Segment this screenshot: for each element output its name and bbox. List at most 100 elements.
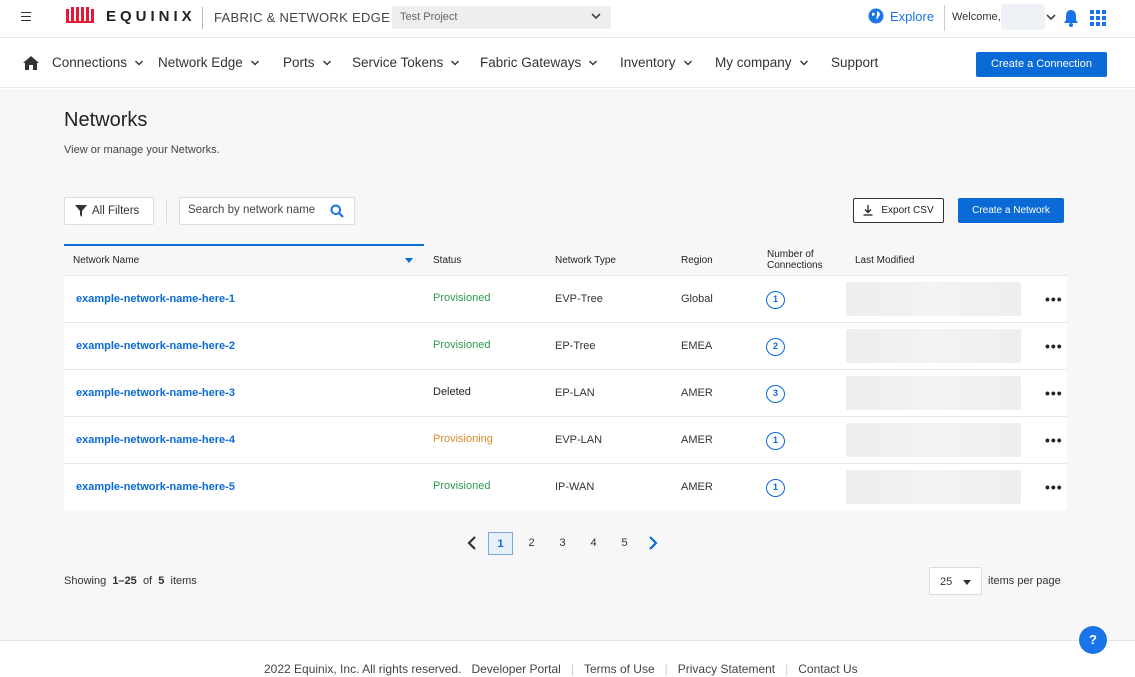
- page-button[interactable]: 5: [621, 536, 628, 549]
- page-button[interactable]: 3: [559, 536, 566, 549]
- region: AMER: [681, 481, 713, 493]
- connections-count-badge[interactable]: 1: [766, 432, 785, 450]
- connections-count-badge[interactable]: 2: [766, 338, 785, 356]
- chevron-down-icon: [591, 13, 601, 20]
- main-nav: Connections Network Edge Ports Service Toke…: [0, 39, 1135, 88]
- search-input[interactable]: [188, 204, 328, 216]
- download-icon: [863, 205, 873, 216]
- bell-icon[interactable]: [1063, 9, 1079, 27]
- nav-item-label: Support: [831, 55, 879, 70]
- column-header-region[interactable]: Region: [681, 255, 713, 266]
- network-type: EVP-LAN: [555, 434, 603, 446]
- hamburger-icon[interactable]: [17, 9, 35, 27]
- table-row: example-network-name-here-3 Deleted EP-LAN…: [64, 369, 1067, 416]
- more-icon[interactable]: •••: [1045, 385, 1063, 401]
- items-per-page-label: items per page: [988, 575, 1061, 587]
- nav-item-0[interactable]: Connections: [52, 55, 144, 70]
- more-icon[interactable]: •••: [1045, 432, 1063, 448]
- column-header-connections[interactable]: Number of Connections: [767, 249, 823, 271]
- globe-icon: [868, 8, 884, 24]
- network-name-link[interactable]: example-network-name-here-5: [76, 481, 235, 493]
- network-type: EVP-Tree: [555, 293, 603, 305]
- nav-item-1[interactable]: Network Edge: [158, 55, 260, 70]
- last-modified-redacted: [846, 329, 1021, 363]
- chevron-right-icon[interactable]: [643, 532, 663, 555]
- network-name-link[interactable]: example-network-name-here-3: [76, 387, 235, 399]
- nav-item-7[interactable]: Support: [831, 55, 878, 70]
- top-bar: EQUINIX FABRIC & NETWORK EDGE Test Proje…: [0, 0, 1135, 38]
- column-header-network-type[interactable]: Network Type: [555, 255, 616, 266]
- nav-item-3[interactable]: Service Tokens: [352, 55, 460, 70]
- footer-link[interactable]: Privacy Statement: [677, 662, 776, 676]
- export-csv-button[interactable]: Export CSV: [853, 198, 944, 223]
- nav-item-6[interactable]: My company: [715, 55, 809, 70]
- chevron-down-icon[interactable]: [1045, 11, 1057, 23]
- connections-count-badge[interactable]: 3: [766, 385, 785, 403]
- more-icon[interactable]: •••: [1045, 338, 1063, 354]
- create-connection-button[interactable]: Create a Connection: [976, 52, 1107, 77]
- network-search[interactable]: [179, 197, 355, 225]
- items-per-page-select[interactable]: 25: [929, 567, 982, 595]
- showing-of: of: [142, 575, 153, 587]
- page-button[interactable]: 4: [590, 536, 597, 549]
- user-name-chip[interactable]: [1001, 4, 1045, 30]
- more-icon[interactable]: •••: [1045, 291, 1063, 307]
- footer-link[interactable]: Terms of Use: [583, 662, 655, 676]
- project-select-value: Test Project: [400, 11, 458, 23]
- status-text: Provisioning: [433, 433, 493, 445]
- items-per-page-value: 25: [940, 576, 953, 588]
- apps-grid-icon[interactable]: [1090, 10, 1106, 26]
- nav-item-5[interactable]: Inventory: [620, 55, 693, 70]
- chevron-down-icon: [135, 60, 144, 65]
- last-modified-redacted: [846, 470, 1021, 504]
- column-header-connections-line1: Number of: [767, 249, 814, 260]
- home-icon[interactable]: [23, 56, 39, 70]
- footer-separator: |: [664, 662, 668, 676]
- footer-separator: |: [785, 662, 789, 676]
- sort-indicator-bar: [64, 244, 424, 246]
- equinix-logo[interactable]: EQUINIX: [66, 7, 196, 25]
- status-text: Provisioned: [433, 480, 491, 492]
- chevron-left-icon[interactable]: [462, 532, 482, 555]
- chevron-down-icon: [250, 60, 259, 65]
- more-icon[interactable]: •••: [1045, 479, 1063, 495]
- filter-icon: [75, 205, 87, 217]
- nav-item-4[interactable]: Fabric Gateways: [480, 55, 598, 70]
- page-subtitle: View or manage your Networks.: [64, 144, 220, 156]
- project-select[interactable]: Test Project: [392, 6, 611, 29]
- network-name-link[interactable]: example-network-name-here-1: [76, 293, 235, 305]
- network-type: EP-Tree: [555, 340, 596, 352]
- table-row: example-network-name-here-5 Provisioned IP…: [64, 463, 1067, 510]
- page-button[interactable]: 2: [528, 536, 535, 549]
- connections-count-badge[interactable]: 1: [766, 479, 785, 497]
- nav-item-label: Inventory: [620, 55, 676, 70]
- column-header-network-name[interactable]: Network Name: [73, 255, 140, 266]
- connections-count-badge[interactable]: 1: [766, 291, 785, 309]
- network-name-link[interactable]: example-network-name-here-4: [76, 434, 235, 446]
- footer-link[interactable]: Contact Us: [798, 662, 858, 676]
- showing-prefix: Showing: [64, 575, 107, 587]
- create-network-button[interactable]: Create a Network: [958, 198, 1064, 223]
- toolbar-divider: [166, 199, 167, 223]
- showing-total: 5: [158, 575, 165, 587]
- page-button[interactable]: 1: [488, 531, 513, 555]
- network-name-link[interactable]: example-network-name-here-2: [76, 340, 235, 352]
- column-header-status[interactable]: Status: [433, 255, 462, 266]
- showing-suffix: items: [170, 575, 197, 587]
- footer-link[interactable]: Developer Portal: [471, 662, 561, 676]
- sort-caret-icon[interactable]: [405, 258, 413, 263]
- last-modified-redacted: [846, 376, 1021, 410]
- region: AMER: [681, 434, 713, 446]
- table-row: example-network-name-here-2 Provisioned EP…: [64, 322, 1067, 369]
- nav-item-label: Fabric Gateways: [480, 55, 582, 70]
- search-icon[interactable]: [330, 204, 344, 218]
- all-filters-button[interactable]: All Filters: [64, 197, 154, 225]
- explore-link[interactable]: Explore: [868, 8, 934, 24]
- all-filters-label: All Filters: [92, 205, 140, 217]
- export-csv-label: Export CSV: [881, 205, 934, 216]
- help-icon[interactable]: ?: [1079, 626, 1107, 654]
- column-header-connections-line2: Connections: [767, 260, 823, 271]
- nav-item-2[interactable]: Ports: [283, 55, 332, 70]
- footer-separator: |: [570, 662, 574, 676]
- column-header-last-modified[interactable]: Last Modified: [855, 255, 915, 266]
